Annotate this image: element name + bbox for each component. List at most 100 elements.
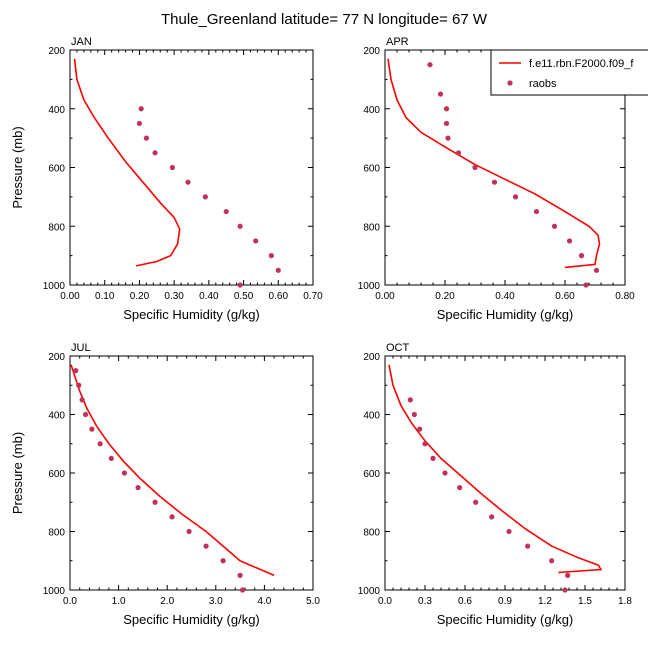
x-tick-label: 0.30 [164, 291, 184, 302]
plot-area [387, 58, 601, 269]
x-tick-label: 0.00 [60, 291, 80, 302]
raob-point [472, 164, 478, 171]
raob-point [275, 267, 281, 273]
figure-title: Thule_Greenland latitude= 77 N longitude… [161, 11, 488, 28]
raob-point [136, 120, 143, 127]
y-tick-label: 200 [48, 352, 65, 363]
y-tick-label: 200 [363, 46, 380, 57]
raob-point [533, 208, 540, 215]
raob-point [253, 238, 259, 244]
model-profile-line [70, 364, 275, 577]
legend-marker-swatch [507, 80, 513, 86]
raob-point [121, 470, 128, 476]
raob-point [445, 135, 451, 141]
x-tick-label: 0.60 [269, 291, 289, 302]
raob-point [185, 179, 191, 185]
plot-frame [69, 355, 314, 591]
raob-point [237, 282, 243, 288]
panels: 0.00 0.10 0.20 0.30 0.40 0.50 0.60 0.70 200 400 60… [10, 36, 635, 627]
x-tick-label: 0.60 [555, 291, 575, 302]
raob-point [525, 543, 531, 549]
y-tick-label: 800 [363, 222, 380, 233]
panel-label: APR [386, 36, 409, 48]
raob-point [457, 485, 463, 491]
raob-point [437, 91, 444, 97]
raob-point [76, 382, 82, 388]
x-tick-label: 1.2 [538, 596, 552, 607]
legend-box [490, 49, 648, 96]
model-profile-line [73, 58, 181, 267]
x-tick-label: 0.9 [498, 596, 512, 607]
x-tick-label: 3.0 [209, 596, 223, 607]
y-tick-label: 1000 [358, 586, 381, 597]
raob-point [203, 543, 209, 549]
raob-point [411, 411, 417, 418]
raob-point [583, 282, 589, 288]
raob-point [407, 397, 413, 403]
raob-point [417, 426, 423, 432]
x-tick-label: 0.20 [435, 291, 455, 302]
y-tick-label: 200 [48, 46, 65, 57]
y-tick-label: 600 [363, 164, 380, 175]
raob-point [473, 499, 479, 505]
raob-point [566, 238, 573, 244]
x-axis-label: Specific Humidity (g/kg) [437, 612, 574, 627]
plot-frame [384, 355, 626, 591]
model-profile-line [388, 364, 603, 574]
x-tick-label: 1.0 [112, 596, 126, 607]
raob-point [223, 208, 229, 215]
x-tick-label: 0.00 [375, 291, 395, 302]
plot-frame [69, 49, 314, 286]
x-tick-label: 1.8 [618, 596, 632, 607]
x-tick-label: 0.6 [458, 596, 472, 607]
raob-point [152, 150, 158, 156]
y-tick-label: 600 [48, 164, 65, 175]
panel-label: JUL [71, 342, 91, 354]
legend-entry-label: raobs [529, 78, 557, 90]
y-tick-label: 800 [363, 528, 380, 539]
y-tick-label: 800 [48, 528, 65, 539]
raob-point [97, 441, 103, 447]
x-tick-label: 1.5 [578, 596, 592, 607]
y-tick-label: 1000 [43, 586, 66, 597]
panel-apr: 0.00 0.20 0.40 0.60 0.80 200 400 600 800 1000 APR S… [358, 36, 635, 322]
raob-point [443, 120, 450, 127]
legend-entry-label: f.e11.rbn.F2000.f09_f [529, 58, 634, 70]
raob-point [202, 194, 208, 200]
raob-point [108, 455, 114, 461]
y-tick-label: 200 [363, 352, 380, 363]
x-tick-label: 4.0 [257, 596, 271, 607]
panel-jul: 0.0 1.0 2.0 3.0 4.0 5.0 200 400 600 800 1000 JUL Spe… [10, 342, 320, 627]
raob-point [152, 499, 158, 505]
raob-point [491, 179, 498, 185]
x-tick-label: 5.0 [306, 596, 320, 607]
raob-point [138, 106, 144, 112]
raob-point [239, 587, 246, 593]
raob-point [237, 572, 243, 578]
raob-point [427, 62, 433, 68]
raob-point [562, 587, 568, 593]
panel-oct: 0.0 0.3 0.6 0.9 1.2 1.5 1.8 200 400 600 800 1000 OCT… [358, 342, 633, 627]
y-tick-label: 400 [363, 411, 380, 422]
x-tick-label: 0.50 [234, 291, 254, 302]
y-tick-label: 400 [48, 105, 65, 116]
raob-point [489, 514, 495, 520]
x-axis-label: Specific Humidity (g/kg) [123, 307, 260, 322]
y-axis-label: Pressure (mb) [10, 126, 25, 208]
raob-point [220, 558, 226, 564]
x-tick-label: 0.0 [63, 596, 77, 607]
y-tick-label: 400 [363, 105, 380, 116]
raob-point [506, 528, 512, 535]
x-tick-label: 0.20 [130, 291, 150, 302]
y-axis-label: Pressure (mb) [10, 432, 25, 514]
y-tick-label: 1000 [358, 281, 381, 292]
raob-point [455, 150, 462, 156]
raob-point [578, 253, 585, 259]
raob-point [135, 485, 141, 491]
raob-point [186, 528, 192, 535]
y-tick-label: 1000 [43, 281, 66, 292]
y-tick-label: 600 [48, 469, 65, 480]
model-profile-line [387, 58, 601, 269]
x-tick-label: 0.40 [495, 291, 515, 302]
